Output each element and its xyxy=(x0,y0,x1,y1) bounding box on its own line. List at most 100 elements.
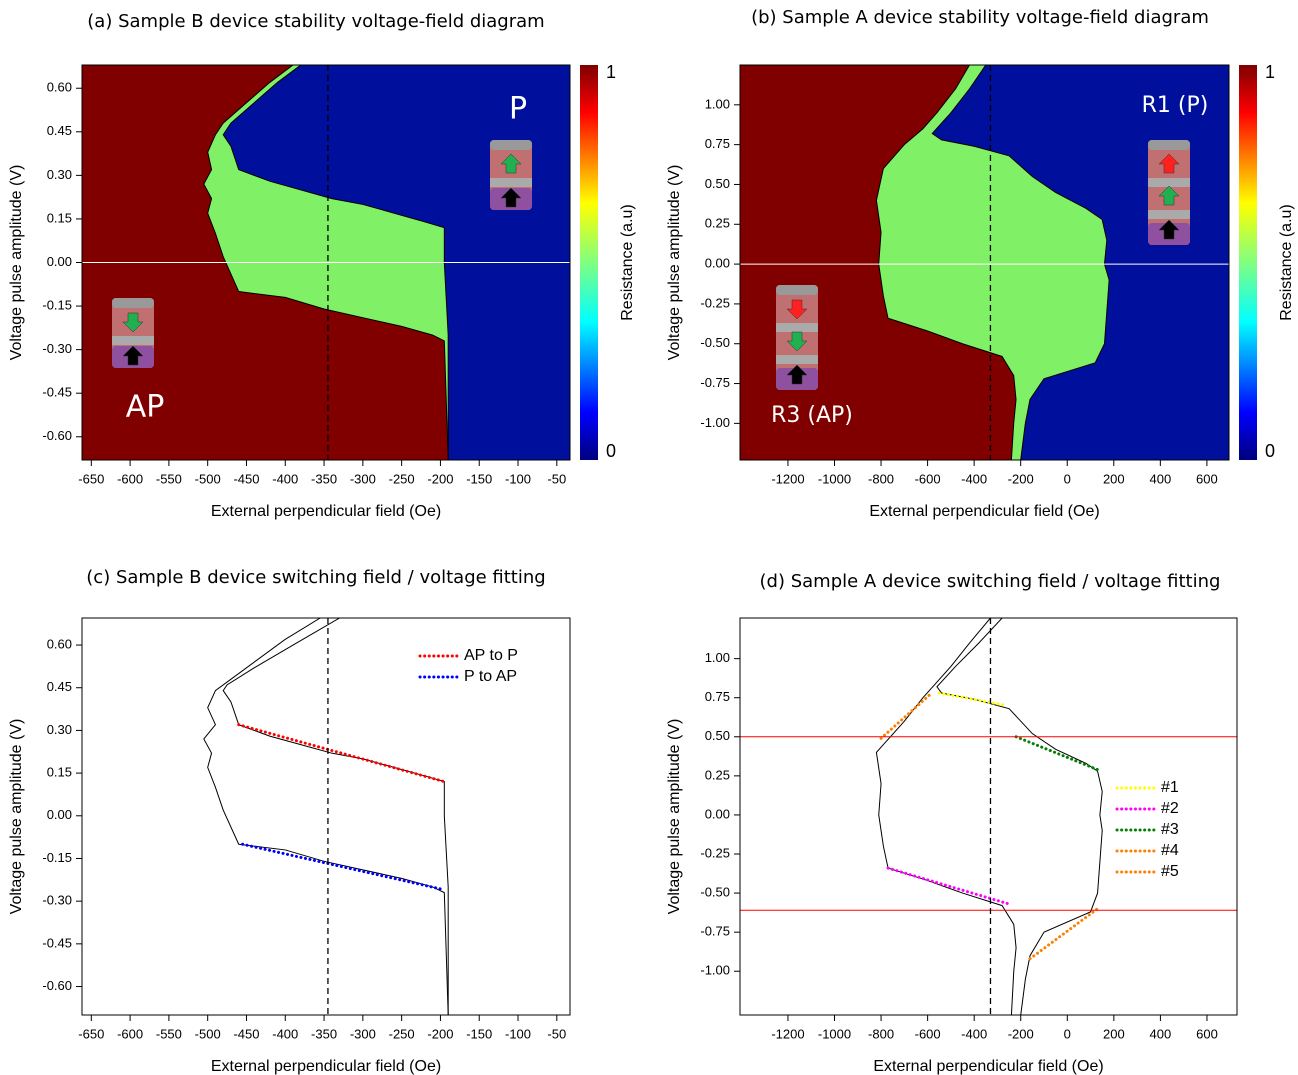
y-tick-label: -0.75 xyxy=(700,375,730,390)
fit-line xyxy=(1028,907,1100,961)
x-tick-label: -400 xyxy=(272,1026,298,1041)
colorbar-tick-label: 0 xyxy=(606,441,616,461)
plot-area xyxy=(740,65,1229,460)
y-tick-label: -0.45 xyxy=(42,385,72,400)
x-tick-label: -1200 xyxy=(771,471,804,486)
region-label: P xyxy=(509,92,527,127)
device-icon xyxy=(490,140,532,210)
y-tick-label: 0.60 xyxy=(47,636,72,651)
x-tick-label: -500 xyxy=(195,1026,221,1041)
x-tick-label: -200 xyxy=(427,1026,453,1041)
x-tick-label: 200 xyxy=(1103,1026,1125,1041)
icon-top xyxy=(112,298,154,308)
y-tick-label: 0.50 xyxy=(705,176,730,191)
x-tick-label: -250 xyxy=(389,1026,415,1041)
plot-frame xyxy=(81,617,571,1016)
y-tick-label: 0.00 xyxy=(47,807,72,822)
colorbar-label: Resistance (a.u) xyxy=(619,204,636,321)
icon-top xyxy=(1148,140,1190,150)
boundary-curve xyxy=(936,618,1103,1015)
x-tick-label: -500 xyxy=(195,471,221,486)
legend-label: AP to P xyxy=(464,647,518,664)
legend-label: #2 xyxy=(1161,800,1179,817)
colorbar xyxy=(580,65,598,460)
icon-arrow xyxy=(786,331,808,352)
x-tick-label: -450 xyxy=(233,1026,259,1041)
icon-arrow xyxy=(786,299,808,320)
icon-arrow xyxy=(500,153,522,174)
x-tick-label: -550 xyxy=(156,471,182,486)
fit-line xyxy=(886,866,1011,906)
x-tick-label: -1000 xyxy=(818,1026,851,1041)
icon-spacer xyxy=(776,355,818,364)
x-axis-label: External perpendicular field (Oe) xyxy=(211,503,441,520)
x-tick-label: 400 xyxy=(1150,1026,1172,1041)
y-tick-label: 0.00 xyxy=(705,256,730,271)
x-tick-label: -600 xyxy=(117,1026,143,1041)
region-label: R1 (P) xyxy=(1142,93,1209,118)
y-tick-label: 0.00 xyxy=(47,254,72,269)
plot-area xyxy=(740,618,1237,1015)
fit-line xyxy=(879,693,932,740)
fit-line xyxy=(241,842,446,892)
icon-top xyxy=(776,285,818,295)
plot-area xyxy=(203,618,449,1015)
x-tick-label: -650 xyxy=(78,1026,104,1041)
x-tick-label: -100 xyxy=(505,1026,531,1041)
x-tick-label: -200 xyxy=(1008,1026,1034,1041)
icon-top xyxy=(490,140,532,150)
colorbar-label: Resistance (a.u) xyxy=(1278,204,1295,321)
icon-arrow xyxy=(122,345,144,366)
icon-arrow xyxy=(1158,219,1180,240)
y-tick-label: -0.15 xyxy=(42,850,72,865)
y-axis-label: Voltage pulse amplitude (V) xyxy=(8,719,25,915)
x-tick-label: -400 xyxy=(961,471,987,486)
boundary-curve xyxy=(222,618,449,1015)
boundary-curve xyxy=(875,618,1017,1015)
x-tick-label: -50 xyxy=(547,1026,566,1041)
x-axis-label: External perpendicular field (Oe) xyxy=(873,1058,1103,1075)
y-tick-label: 1.00 xyxy=(705,96,730,111)
x-tick-label: -1200 xyxy=(771,1026,804,1041)
icon-spacer xyxy=(776,323,818,332)
x-tick-label: -1000 xyxy=(818,471,851,486)
y-tick-label: 0.25 xyxy=(705,767,730,782)
x-tick-label: -600 xyxy=(117,471,143,486)
x-axis-label: External perpendicular field (Oe) xyxy=(211,1058,441,1075)
legend-label: #4 xyxy=(1161,842,1179,859)
region xyxy=(223,65,570,460)
icon-spacer xyxy=(1148,210,1190,219)
colorbar-tick-label: 1 xyxy=(1265,62,1275,82)
x-tick-label: -400 xyxy=(961,1026,987,1041)
x-tick-label: -600 xyxy=(915,471,941,486)
device-icon xyxy=(1148,140,1190,245)
fit-line xyxy=(237,723,446,784)
chart-title: (c) Sample B device switching field / vo… xyxy=(86,567,545,588)
region-label: AP xyxy=(126,390,165,425)
y-tick-label: -0.60 xyxy=(42,978,72,993)
fit-line xyxy=(1014,735,1100,772)
y-axis-label: Voltage pulse amplitude (V) xyxy=(666,719,683,915)
x-tick-label: -300 xyxy=(350,471,376,486)
y-tick-label: -0.25 xyxy=(700,295,730,310)
chart-title: (d) Sample A device switching field / vo… xyxy=(760,571,1221,592)
y-tick-label: -0.30 xyxy=(42,893,72,908)
chart-title: (b) Sample A device stability voltage-fi… xyxy=(751,7,1209,28)
legend-label: #1 xyxy=(1161,779,1179,796)
x-tick-label: -350 xyxy=(311,1026,337,1041)
region-boundary xyxy=(222,65,449,460)
y-tick-label: -0.15 xyxy=(42,298,72,313)
x-tick-label: -300 xyxy=(350,1026,376,1041)
y-tick-label: -0.60 xyxy=(42,428,72,443)
y-tick-label: -0.75 xyxy=(700,924,730,939)
icon-arrow xyxy=(1158,153,1180,174)
x-tick-label: -250 xyxy=(389,471,415,486)
x-tick-label: 600 xyxy=(1196,1026,1218,1041)
plot-frame xyxy=(739,617,1238,1016)
region-boundary xyxy=(203,65,449,460)
y-axis-label: Voltage pulse amplitude (V) xyxy=(8,165,25,361)
x-tick-label: -150 xyxy=(466,1026,492,1041)
colorbar-tick-label: 1 xyxy=(606,62,616,82)
